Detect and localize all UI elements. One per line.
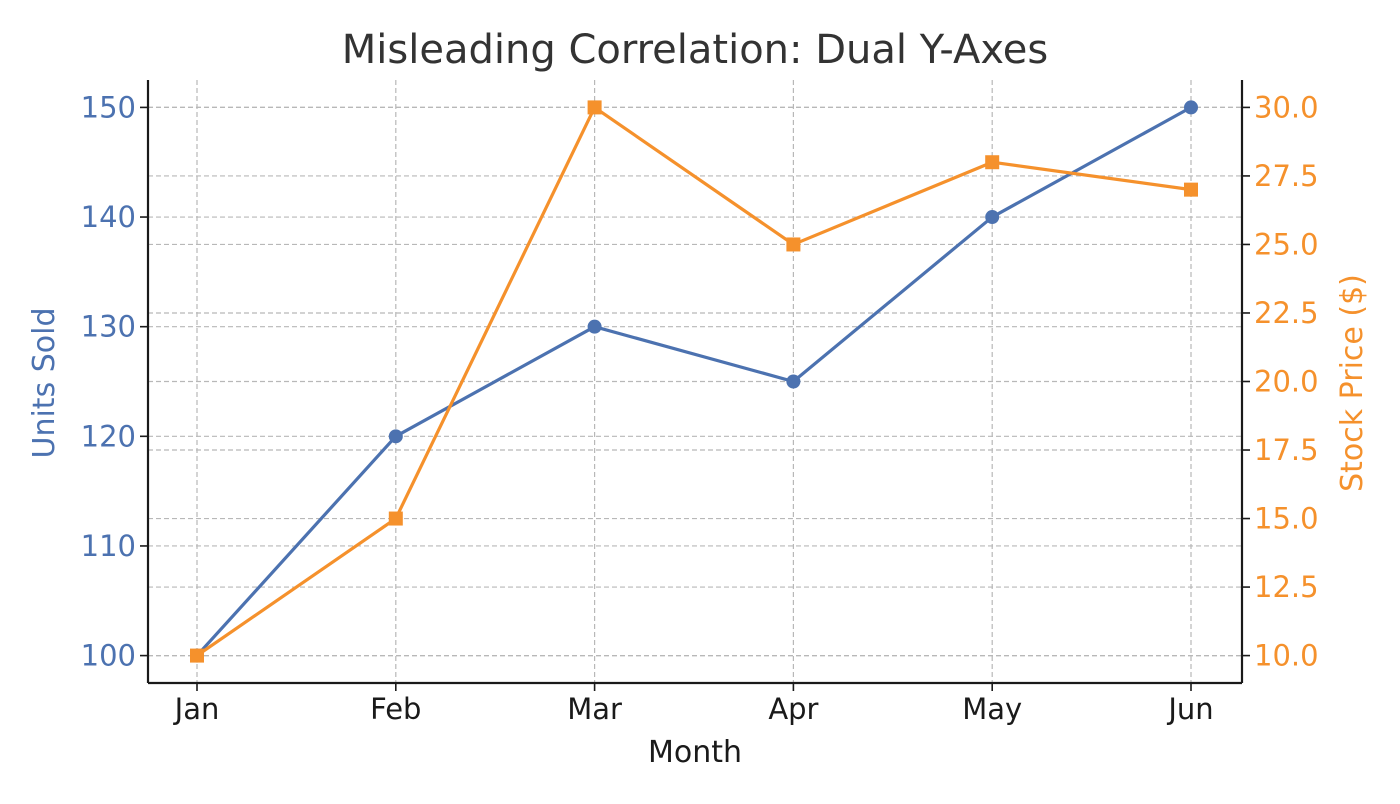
- y-left-tick-label: 150: [81, 90, 136, 124]
- y-right-tick-label: 12.5: [1254, 570, 1319, 604]
- stock-price-point: [587, 100, 602, 115]
- stock-price-point: [1184, 182, 1198, 197]
- stock-price-point: [190, 648, 204, 663]
- y-left-tick-label: 100: [81, 639, 136, 673]
- series: [190, 100, 1198, 663]
- x-axis-label: Month: [648, 735, 742, 770]
- y-left-tick-label: 140: [81, 200, 136, 234]
- units-sold-point: [786, 374, 801, 389]
- stock-price-point: [388, 511, 403, 526]
- chart-title: Misleading Correlation: Dual Y-Axes: [342, 27, 1048, 73]
- x-tick-label: Apr: [768, 692, 818, 726]
- y-left-tick-label: 130: [81, 310, 136, 344]
- x-tick-label: May: [962, 692, 1022, 726]
- stock-price-point: [985, 155, 1000, 170]
- units-sold-point: [985, 210, 1000, 225]
- stock-price-line: [196, 105, 1192, 657]
- y-right-tick-label: 20.0: [1254, 365, 1319, 399]
- axes: Jan Feb Mar Apr May Jun 100 110 120 130 140 150 10.0…: [81, 80, 1319, 726]
- y-left-tick-label: 110: [81, 529, 136, 563]
- y-right-tick-label: 17.5: [1254, 433, 1319, 467]
- units-sold-point: [388, 429, 403, 444]
- y-right-tick-label: 22.5: [1254, 296, 1319, 330]
- y-right-axis-label: Stock Price ($): [1335, 274, 1370, 492]
- x-tick-label: Mar: [567, 692, 622, 726]
- x-tick-label: Feb: [370, 692, 421, 726]
- units-sold-point: [1184, 100, 1198, 115]
- y-left-tick-label: 120: [81, 419, 136, 453]
- y-right-tick-label: 27.5: [1254, 159, 1319, 193]
- x-tick-label: Jan: [173, 692, 220, 726]
- units-sold-point: [587, 319, 602, 334]
- labels: Misleading Correlation: Dual Y-Axes Mont…: [27, 27, 1370, 770]
- y-right-tick-label: 15.0: [1254, 502, 1319, 536]
- x-tick-label: Jun: [1166, 692, 1213, 726]
- y-right-tick-label: 30.0: [1254, 90, 1319, 124]
- y-right-tick-label: 25.0: [1254, 227, 1319, 261]
- y-right-tick-label: 10.0: [1254, 639, 1319, 673]
- y-left-axis-label: Units Sold: [27, 307, 62, 458]
- units-sold-line: [195, 106, 1192, 657]
- stock-price-point: [786, 237, 801, 252]
